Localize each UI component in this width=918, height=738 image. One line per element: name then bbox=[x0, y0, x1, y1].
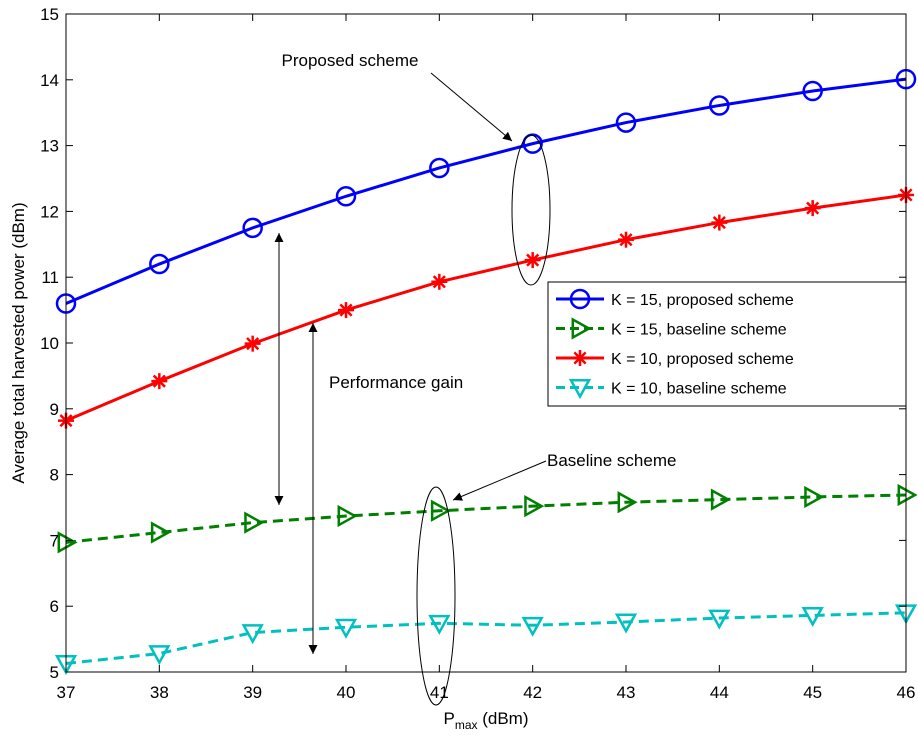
annotation-gain: Performance gain bbox=[329, 373, 463, 392]
data-point bbox=[709, 95, 730, 116]
data-point bbox=[338, 302, 354, 319]
y-tick-label: 8 bbox=[50, 466, 59, 485]
ellipse-baseline bbox=[416, 486, 456, 706]
x-tick-label: 46 bbox=[897, 683, 916, 702]
y-tick-label: 14 bbox=[40, 71, 59, 90]
data-point bbox=[614, 613, 638, 634]
y-tick-label: 12 bbox=[40, 202, 59, 221]
series-1 bbox=[57, 483, 918, 554]
asterisk-stroke bbox=[152, 374, 166, 388]
data-point bbox=[148, 645, 171, 666]
y-axis-label: Average total harvested power (dBm) bbox=[9, 202, 28, 483]
data-point bbox=[618, 231, 634, 248]
data-point bbox=[522, 133, 543, 154]
x-tick-label: 43 bbox=[617, 683, 636, 702]
data-point bbox=[708, 609, 731, 630]
asterisk-stroke bbox=[806, 201, 820, 215]
data-point bbox=[335, 186, 357, 207]
arrow-proposed bbox=[430, 72, 513, 142]
series-2 bbox=[58, 186, 914, 429]
data-point bbox=[524, 252, 541, 269]
series-line-1 bbox=[65, 493, 907, 544]
data-point bbox=[241, 624, 264, 645]
series-line-2 bbox=[65, 193, 907, 423]
x-tick-label: 42 bbox=[523, 683, 542, 702]
asterisk-stroke bbox=[432, 275, 446, 289]
data-point bbox=[431, 273, 448, 290]
legend-marker-1 bbox=[571, 317, 592, 340]
legend-label-0: K = 15, proposed scheme bbox=[611, 292, 794, 309]
data-point bbox=[244, 511, 265, 534]
annotation-proposed: Proposed scheme bbox=[281, 51, 418, 70]
y-tick-label: 9 bbox=[50, 400, 59, 419]
axis-ticks: 37 38 39 40 41 42 43 44 45 46 5 6 7 8 9 10 11 12 13 14 15 bbox=[40, 5, 915, 702]
x-tick-label: 44 bbox=[710, 683, 729, 702]
data-point bbox=[711, 214, 728, 231]
legend-marker-0 bbox=[569, 288, 591, 310]
data-point bbox=[149, 253, 170, 275]
x-tick-label: 38 bbox=[150, 683, 169, 702]
y-tick-label: 6 bbox=[50, 597, 59, 616]
annotations: Proposed scheme Baseline scheme Performanc… bbox=[274, 51, 676, 706]
asterisk-stroke bbox=[573, 351, 587, 365]
data-point bbox=[57, 531, 78, 554]
data-point bbox=[428, 614, 451, 635]
y-tick-label: 10 bbox=[40, 334, 59, 353]
data-point bbox=[524, 495, 545, 518]
x-tick-label: 40 bbox=[337, 683, 356, 702]
y-tick-label: 11 bbox=[41, 268, 59, 287]
y-tick-label: 15 bbox=[40, 5, 59, 24]
y-tick-label: 5 bbox=[50, 663, 59, 682]
legend-marker-3 bbox=[568, 379, 592, 400]
ellipse-proposed bbox=[511, 134, 551, 286]
data-point bbox=[802, 80, 823, 102]
data-point bbox=[615, 112, 637, 133]
annotation-baseline: Baseline scheme bbox=[547, 451, 676, 470]
asterisk-stroke bbox=[339, 303, 353, 317]
x-tick-label: 41 bbox=[430, 683, 449, 702]
asterisk-stroke bbox=[619, 233, 633, 247]
plot-area bbox=[54, 68, 918, 676]
data-point bbox=[337, 504, 358, 528]
data-point bbox=[244, 335, 261, 352]
y-tick-label: 7 bbox=[50, 531, 59, 550]
data-point bbox=[617, 491, 638, 514]
x-tick-label: 45 bbox=[803, 683, 822, 702]
asterisk-stroke bbox=[526, 253, 540, 267]
legend: K = 15, proposed scheme K = 15, baseline … bbox=[547, 281, 907, 407]
data-point bbox=[150, 521, 171, 544]
legend-marker-2 bbox=[572, 350, 588, 366]
data-point bbox=[710, 488, 731, 511]
data-point bbox=[521, 616, 544, 637]
data-point bbox=[801, 606, 824, 627]
data-point bbox=[897, 483, 918, 507]
data-point bbox=[334, 618, 358, 639]
series-line-0 bbox=[65, 77, 907, 305]
data-point bbox=[242, 217, 263, 239]
data-point bbox=[429, 157, 450, 179]
legend-label-3: K = 10, baseline scheme bbox=[611, 381, 787, 398]
legend-label-1: K = 15, baseline scheme bbox=[611, 322, 787, 339]
x-tick-label: 39 bbox=[243, 683, 262, 702]
asterisk-stroke bbox=[712, 216, 726, 230]
data-point bbox=[151, 373, 168, 390]
y-tick-label: 13 bbox=[40, 137, 59, 156]
data-point bbox=[430, 499, 451, 522]
legend-box bbox=[547, 281, 907, 407]
x-tick-label: 37 bbox=[57, 683, 76, 702]
x-axis-label: Pmax (dBm) bbox=[443, 709, 528, 732]
arrow-baseline bbox=[452, 460, 547, 501]
data-point bbox=[804, 485, 825, 509]
series-line-3 bbox=[65, 611, 907, 665]
legend-label-2: K = 10, proposed scheme bbox=[611, 351, 794, 368]
series-3 bbox=[54, 604, 918, 676]
data-point bbox=[804, 200, 821, 217]
asterisk-stroke bbox=[246, 337, 260, 351]
